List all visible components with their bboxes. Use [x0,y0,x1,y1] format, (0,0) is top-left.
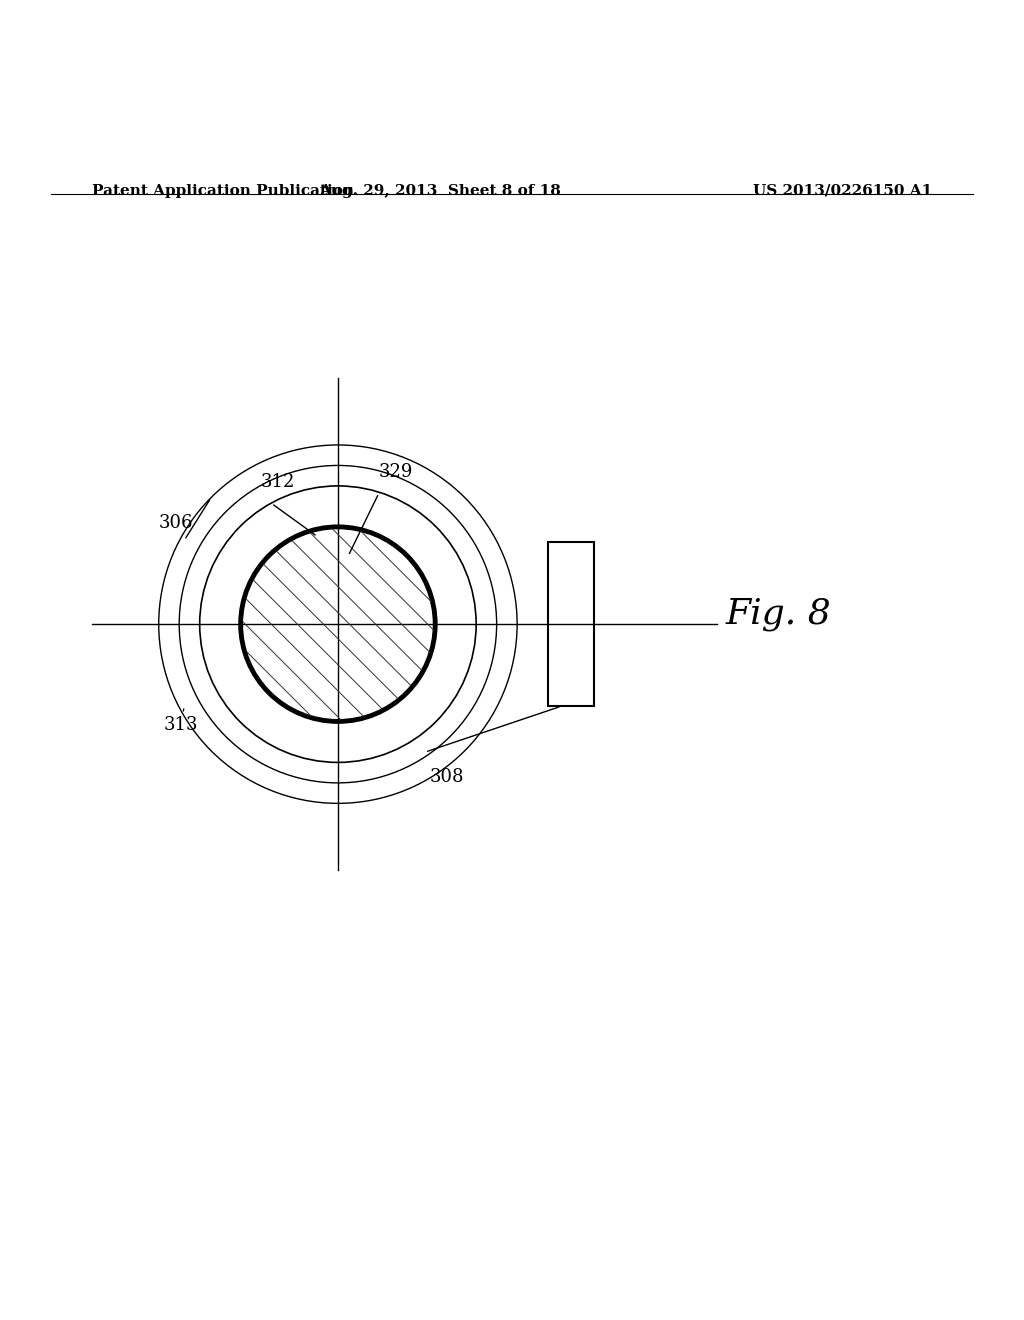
Text: 308: 308 [430,767,465,785]
Text: 329: 329 [379,463,414,480]
Text: Patent Application Publication: Patent Application Publication [92,183,354,198]
Text: 313: 313 [164,717,199,734]
Text: US 2013/0226150 A1: US 2013/0226150 A1 [753,183,932,198]
Text: Fig. 8: Fig. 8 [725,597,831,631]
Circle shape [241,527,435,722]
Text: 312: 312 [261,473,296,491]
Text: Aug. 29, 2013  Sheet 8 of 18: Aug. 29, 2013 Sheet 8 of 18 [319,183,561,198]
Text: 306: 306 [159,513,194,532]
Bar [548,543,594,706]
